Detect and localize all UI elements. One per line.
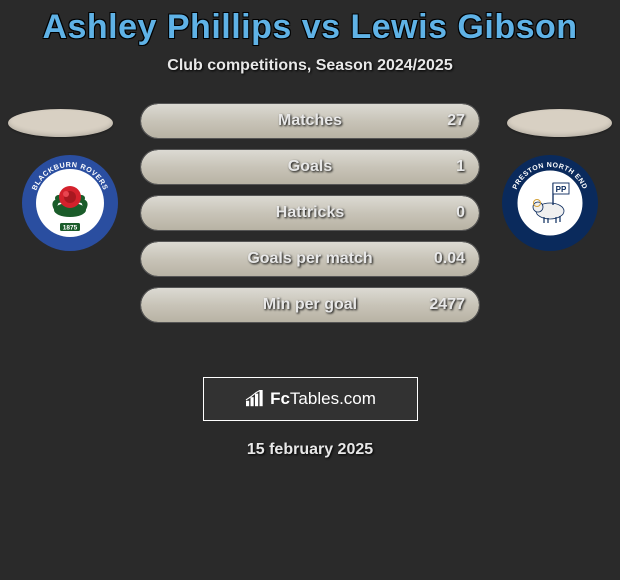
- stat-label: Goals per match: [247, 250, 372, 268]
- stat-value-right: 1: [456, 158, 465, 176]
- stat-row: Hattricks 0: [140, 195, 480, 231]
- brand-text: FcTables.com: [270, 389, 376, 409]
- page-title: Ashley Phillips vs Lewis Gibson: [0, 8, 620, 47]
- stat-value-right: 27: [447, 112, 465, 130]
- stat-value-right: 0: [456, 204, 465, 222]
- bar-chart-icon: [244, 390, 266, 408]
- comparison-widget: Ashley Phillips vs Lewis Gibson Club com…: [0, 0, 620, 459]
- stat-row: Goals per match 0.04: [140, 241, 480, 277]
- player-slot-left: [8, 109, 113, 137]
- stat-label: Goals: [288, 158, 332, 176]
- stat-row: Matches 27: [140, 103, 480, 139]
- stat-label: Min per goal: [263, 296, 357, 314]
- stat-rows: Matches 27 Goals 1 Hattricks 0 Goals per match…: [140, 103, 480, 323]
- brand-box[interactable]: FcTables.com: [203, 377, 418, 421]
- club-badge-right: PRESTON NORTH END FOUNDED 1880 PP: [500, 153, 600, 253]
- club-badge-left: BLACKBURN ROVERS ARTE ET LABORE 1875: [20, 153, 120, 253]
- stat-row: Goals 1: [140, 149, 480, 185]
- stat-value-right: 2477: [429, 296, 465, 314]
- badge-left-year: 1875: [63, 225, 78, 232]
- subtitle: Club competitions, Season 2024/2025: [0, 57, 620, 75]
- stats-area: BLACKBURN ROVERS ARTE ET LABORE 1875: [0, 103, 620, 363]
- stat-label: Hattricks: [276, 204, 344, 222]
- badge-right-flag: PP: [556, 185, 567, 194]
- stat-row: Min per goal 2477: [140, 287, 480, 323]
- player-slot-right: [507, 109, 612, 137]
- date-text: 15 february 2025: [0, 441, 620, 459]
- stat-label: Matches: [278, 112, 342, 130]
- stat-value-right: 0.04: [434, 250, 465, 268]
